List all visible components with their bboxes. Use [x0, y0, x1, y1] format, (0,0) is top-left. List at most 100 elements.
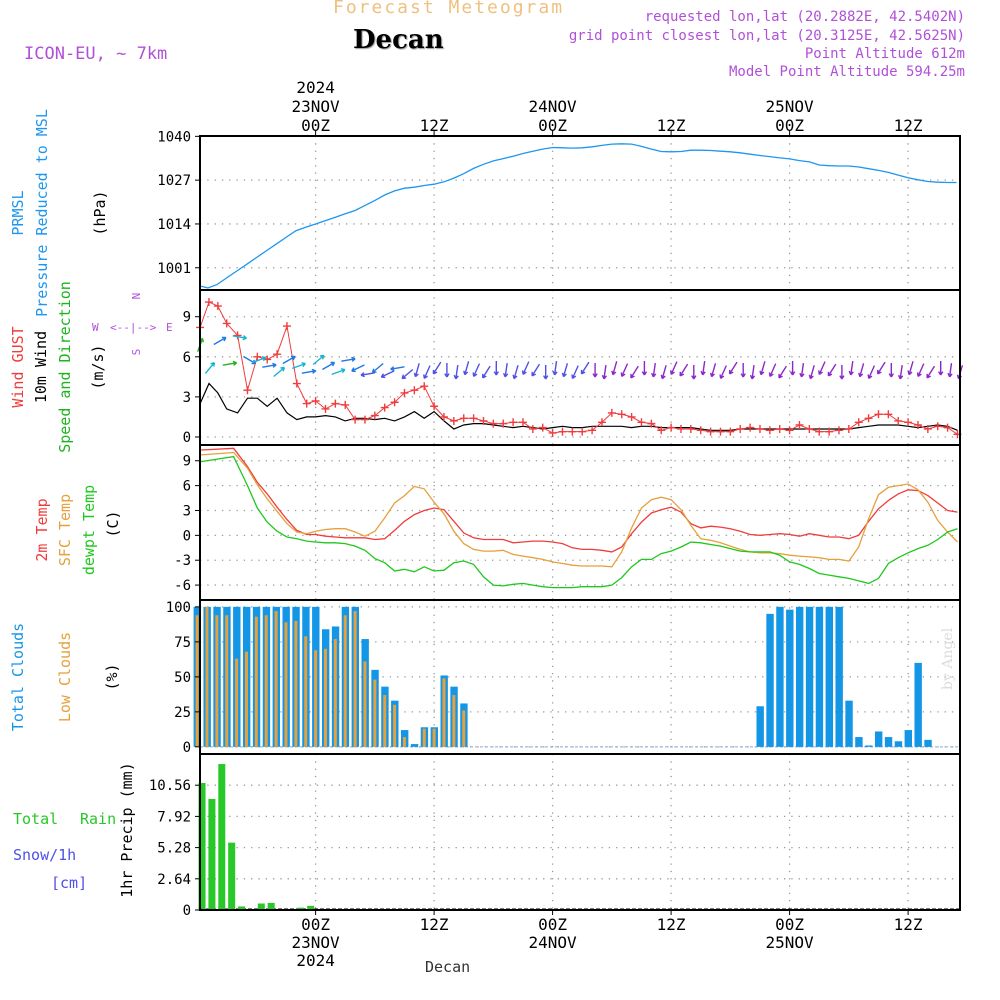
wind-gust-point [894, 416, 903, 425]
top-time-label: 00Z [775, 116, 804, 135]
bottom-time-label: 00Z [538, 915, 567, 934]
wind-gust-point [400, 388, 409, 397]
total-cloud-bar [855, 737, 863, 747]
rain-bar [208, 798, 216, 910]
y-tick-label: 75 [174, 635, 191, 651]
y-tick-label: -6 [174, 578, 191, 594]
top-time-label: 12Z [894, 116, 923, 135]
wind-gust-point [302, 399, 311, 408]
wind-gust-point [420, 382, 429, 391]
rain-bar [238, 906, 246, 910]
sfc-temp-line [201, 451, 958, 568]
compass-arrow: <--|--> [110, 321, 157, 334]
low-cloud-bar [244, 651, 248, 747]
wind-direction-arrow [839, 365, 845, 380]
compass-east: E [166, 321, 173, 334]
wind-direction-arrow [413, 363, 420, 378]
wind-direction-arrow [531, 363, 541, 377]
precip-panel [198, 764, 960, 910]
total-cloud-bar [835, 606, 843, 747]
wind-gust-point [548, 428, 557, 437]
total-cloud-bar [756, 706, 764, 747]
y-tick-label: 3 [183, 503, 191, 519]
bottom-time-label: 12Z [657, 915, 686, 934]
wind-gust-point [538, 423, 547, 432]
snow-unit-label: [cm] [51, 874, 87, 892]
speed-direction-label: Speed and Direction [56, 281, 74, 453]
wind-direction-arrow [827, 363, 837, 377]
top-time-label: 24NOV [529, 97, 578, 116]
total-cloud-bar [786, 609, 794, 747]
wind-direction-arrow [907, 361, 914, 376]
wind-gust-point [785, 426, 794, 435]
wind-direction-arrow [543, 365, 549, 380]
wind-gust-point [874, 410, 883, 419]
wind-unit-label: (m/s) [89, 344, 107, 389]
wind-gust-point [844, 424, 853, 433]
wind-gust-point [518, 418, 527, 427]
wind-gust-point [568, 427, 577, 436]
low-cloud-bar [343, 615, 347, 747]
point-altitude: Point Altitude 612m [804, 46, 965, 62]
wind-gust-point [805, 424, 814, 433]
wind-gust-point [273, 350, 282, 359]
wind-direction-arrow [630, 365, 639, 379]
total-cloud-bar [825, 606, 833, 747]
low-cloud-bar [452, 695, 456, 747]
footer-station: Decan [425, 958, 471, 976]
low-cloud-bar [235, 658, 239, 747]
wind-gust-point [449, 416, 458, 425]
wind-direction-arrow [670, 361, 678, 375]
low-cloud-bar [314, 650, 318, 747]
wind-direction-arrow [312, 354, 325, 366]
dewpt-temp-label: dewpt Temp [80, 485, 98, 575]
wind-direction-arrow [322, 361, 336, 371]
low-cloud-bar [442, 678, 446, 747]
wind-gust-point [706, 427, 715, 436]
total-cloud-bar [924, 739, 932, 747]
top-time-label: 00Z [301, 116, 330, 135]
wind-gust-point [489, 419, 498, 428]
low-cloud-bar [264, 615, 268, 747]
total-cloud-bar [410, 744, 419, 747]
tick-labels: 1040 1027 1014 1001 9 6 3 0 9 6 3 0 -3 -6 100 75 50 25 0 10… [149, 129, 200, 919]
wind-gust-line [199, 301, 958, 435]
wind-direction-arrow [432, 361, 442, 375]
bottom-time-label: 2024 [296, 951, 335, 970]
credit-watermark: by Angel [940, 627, 956, 690]
wind-direction-arrow [512, 365, 519, 380]
wind-direction-arrow [759, 361, 766, 376]
wind-gust-point [775, 424, 784, 433]
wind-gust-point [351, 415, 360, 424]
wind-direction-arrow [601, 365, 608, 380]
wind-direction-arrow [858, 363, 865, 378]
wind-direction-arrow [877, 361, 886, 375]
wind-gust-point [597, 418, 606, 427]
pressure-panel [200, 143, 957, 289]
wind-gust-point [854, 418, 863, 427]
wind-gust-point [676, 424, 685, 433]
y-tick-label: 0 [183, 903, 191, 919]
wind-direction-arrow [502, 362, 509, 378]
wind-direction-arrow [482, 365, 491, 379]
y-tick-label: 50 [174, 670, 191, 686]
low-cloud-bar [195, 615, 199, 747]
low-cloud-bar [323, 648, 327, 747]
top-time-label: 23NOV [292, 97, 341, 116]
side-labels: PRMSL Pressure Reduced to MSL (hPa) Wind GU… [9, 109, 173, 898]
wind-gust-point [765, 426, 774, 435]
wind-direction-arrow [660, 365, 667, 380]
temp-2m-line [201, 447, 958, 553]
snow-label: Snow/1h [13, 846, 76, 864]
wind-gust-point [439, 412, 448, 421]
wind-direction-arrow [351, 364, 365, 373]
faded-chart-title: Forecast Meteogram [333, 0, 565, 18]
wind-10m-label: 10m Wind [32, 331, 50, 403]
temp-unit-label: (C) [104, 510, 122, 537]
bottom-time-label: 12Z [420, 915, 449, 934]
top-time-label: 00Z [538, 116, 567, 135]
wind-direction-arrow [709, 363, 717, 378]
temperature-panel [201, 447, 958, 589]
y-tick-label: 2.64 [157, 872, 191, 888]
